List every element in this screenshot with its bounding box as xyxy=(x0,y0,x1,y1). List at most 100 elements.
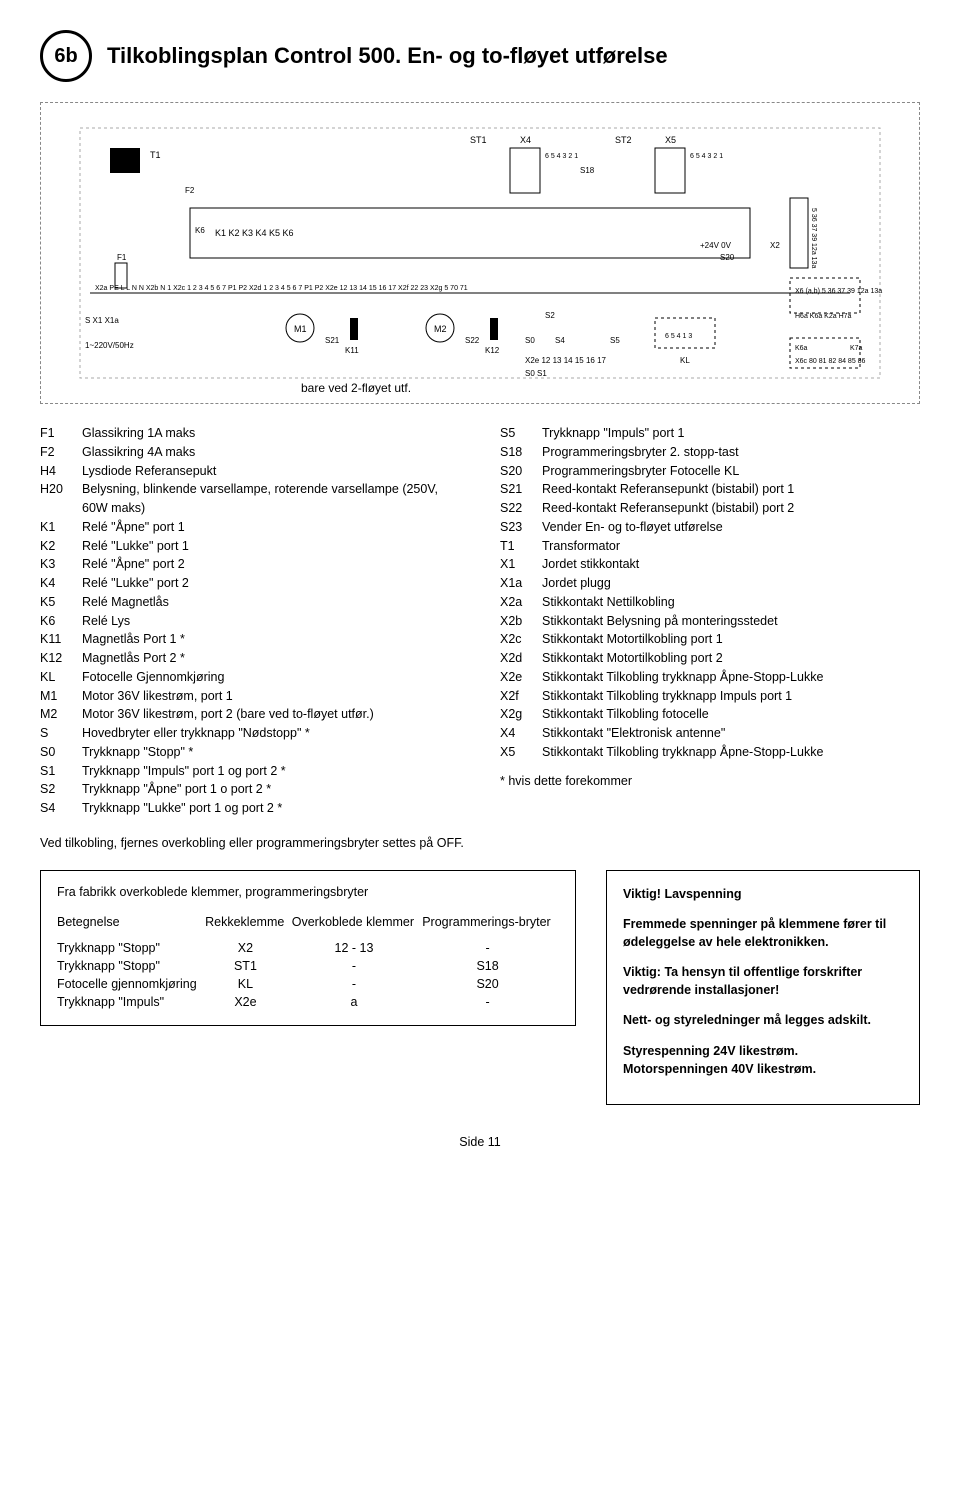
legend-value: Trykknapp "Impuls" port 1 og port 2 * xyxy=(82,762,286,781)
legend-key: X2g xyxy=(500,705,542,724)
legend-row: X2cStikkontakt Motortilkobling port 1 xyxy=(500,630,920,649)
legend-row: H20Belysning, blinkende varsellampe, rot… xyxy=(40,480,460,518)
legend-row: KLFotocelle Gjennomkjøring xyxy=(40,668,460,687)
svg-text:S4: S4 xyxy=(555,336,565,345)
svg-text:K1 K2 K3 K4 K5 K6: K1 K2 K3 K4 K5 K6 xyxy=(215,228,294,238)
svg-text:S5: S5 xyxy=(610,336,620,345)
legend-key: S21 xyxy=(500,480,542,499)
legend-key: X1a xyxy=(500,574,542,593)
legend-key: X4 xyxy=(500,724,542,743)
legend-key: S4 xyxy=(40,799,82,818)
legend-row: K6Relé Lys xyxy=(40,612,460,631)
legend-value: Trykknapp "Åpne" port 1 o port 2 * xyxy=(82,780,271,799)
svg-text:X2a PE L L N N X2b N 1 X2c 1 2: X2a PE L L N N X2b N 1 X2c 1 2 3 4 5 6 7… xyxy=(95,285,468,292)
table-row: Trykknapp "Stopp"X212 - 13- xyxy=(57,939,559,957)
legend-value: Hovedbryter eller trykknapp "Nødstopp" * xyxy=(82,724,310,743)
legend-row: X2eStikkontakt Tilkobling trykknapp Åpne… xyxy=(500,668,920,687)
legend-value: Reed-kontakt Referansepunkt (bistabil) p… xyxy=(542,499,794,518)
legend-key: F1 xyxy=(40,424,82,443)
legend-row: X2aStikkontakt Nettilkobling xyxy=(500,593,920,612)
legend-key: F2 xyxy=(40,443,82,462)
svg-text:F1: F1 xyxy=(117,253,127,262)
legend-row: M2Motor 36V likestrøm, port 2 (bare ved … xyxy=(40,705,460,724)
svg-text:S18: S18 xyxy=(580,166,595,175)
table-cell: - xyxy=(292,957,422,975)
legend-row: S5Trykknapp "Impuls" port 1 xyxy=(500,424,920,443)
svg-text:K12: K12 xyxy=(485,346,500,355)
legend-value: Relé Magnetlås xyxy=(82,593,169,612)
legend-value: Programmeringsbryter 2. stopp-tast xyxy=(542,443,739,462)
legend-value: Jordet stikkontakt xyxy=(542,555,639,574)
legend-value: Magnetlås Port 1 * xyxy=(82,630,185,649)
legend-key: X2e xyxy=(500,668,542,687)
legend-star-note: * hvis dette forekommer xyxy=(500,772,920,791)
legend-row: X2bStikkontakt Belysning på monteringsst… xyxy=(500,612,920,631)
legend-row: S2Trykknapp "Åpne" port 1 o port 2 * xyxy=(40,780,460,799)
legend-key: K1 xyxy=(40,518,82,537)
legend-value: Vender En- og to-fløyet utførelse xyxy=(542,518,723,537)
legend-row: S4Trykknapp "Lukke" port 1 og port 2 * xyxy=(40,799,460,818)
legend-value: Magnetlås Port 2 * xyxy=(82,649,185,668)
table-cell: - xyxy=(422,993,559,1011)
svg-text:S0 S1: S0 S1 xyxy=(525,369,547,378)
table-cell: S18 xyxy=(422,957,559,975)
legend-value: Relé "Åpne" port 1 xyxy=(82,518,185,537)
legend-row: K1Relé "Åpne" port 1 xyxy=(40,518,460,537)
legend-key: S23 xyxy=(500,518,542,537)
terminals-table: Betegnelse Rekkeklemme Overkoblede klemm… xyxy=(57,911,559,1011)
infobox-p4: Styrespenning 24V likestrøm. Motorspenni… xyxy=(623,1044,816,1076)
svg-text:X2e 12 13 14 15 16 17: X2e 12 13 14 15 16 17 xyxy=(525,356,607,365)
table-row: Fotocelle gjennomkjøringKL-S20 xyxy=(57,975,559,993)
legend-value: Relé "Lukke" port 2 xyxy=(82,574,189,593)
legend-row: F2Glassikring 4A maks xyxy=(40,443,460,462)
legend-value: Stikkontakt Tilkobling trykknapp Åpne-St… xyxy=(542,668,823,687)
svg-text:X6c 80 81 82 84 85 86: X6c 80 81 82 84 85 86 xyxy=(795,358,866,365)
legend-value: Stikkontakt Motortilkobling port 2 xyxy=(542,649,723,668)
legend-row: K2Relé "Lukke" port 1 xyxy=(40,537,460,556)
svg-text:S0: S0 xyxy=(525,336,535,345)
legend-value: Trykknapp "Impuls" port 1 xyxy=(542,424,685,443)
legend-row: X1aJordet plugg xyxy=(500,574,920,593)
legend-row: F1Glassikring 1A maks xyxy=(40,424,460,443)
legend-row: K3Relé "Åpne" port 2 xyxy=(40,555,460,574)
legend-row: X4Stikkontakt "Elektronisk antenne" xyxy=(500,724,920,743)
legend-key: K2 xyxy=(40,537,82,556)
legend-key: X2d xyxy=(500,649,542,668)
svg-text:S21: S21 xyxy=(325,336,340,345)
table-cell: Trykknapp "Stopp" xyxy=(57,939,205,957)
legend-value: Stikkontakt Tilkobling trykknapp Impuls … xyxy=(542,687,792,706)
legend-value: Motor 36V likestrøm, port 2 (bare ved to… xyxy=(82,705,374,724)
svg-text:X6 (a,b) 5 36 37 39 12a 13a: X6 (a,b) 5 36 37 39 12a 13a xyxy=(795,288,882,295)
legend-row: X2dStikkontakt Motortilkobling port 2 xyxy=(500,649,920,668)
svg-text:M1: M1 xyxy=(294,324,307,334)
legend-key: S5 xyxy=(500,424,542,443)
legend-value: Relé "Åpne" port 2 xyxy=(82,555,185,574)
infobox-p3: Nett- og styreledninger må legges adskil… xyxy=(623,1013,871,1027)
legend-row: K11Magnetlås Port 1 * xyxy=(40,630,460,649)
legend-key: X2f xyxy=(500,687,542,706)
legend-value: Trykknapp "Stopp" * xyxy=(82,743,193,762)
legend: F1Glassikring 1A maksF2Glassikring 4A ma… xyxy=(40,424,920,818)
legend-row: X1Jordet stikkontakt xyxy=(500,555,920,574)
table-cell: Trykknapp "Stopp" xyxy=(57,957,205,975)
legend-row: K12Magnetlås Port 2 * xyxy=(40,649,460,668)
infobox-p1: Fremmede spenninger på klemmene fører ti… xyxy=(623,917,886,949)
legend-row: X2fStikkontakt Tilkobling trykknapp Impu… xyxy=(500,687,920,706)
svg-text:S2: S2 xyxy=(545,311,555,320)
legend-key: K6 xyxy=(40,612,82,631)
legend-left: F1Glassikring 1A maksF2Glassikring 4A ma… xyxy=(40,424,460,818)
note-line: Ved tilkobling, fjernes overkobling elle… xyxy=(40,836,920,850)
legend-row: T1Transformator xyxy=(500,537,920,556)
legend-key: H4 xyxy=(40,462,82,481)
legend-row: S18Programmeringsbryter 2. stopp-tast xyxy=(500,443,920,462)
legend-row: M1Motor 36V likestrøm, port 1 xyxy=(40,687,460,706)
diagram-caption: bare ved 2-fløyet utf. xyxy=(301,381,411,395)
svg-text:X5: X5 xyxy=(665,135,676,145)
svg-text:6 5 4 3 2 1: 6 5 4 3 2 1 xyxy=(545,153,578,160)
table-cell: a xyxy=(292,993,422,1011)
wiring-diagram-svg: K1 K2 K3 K4 K5 K6 T1 ST1 X4 ST2 X5 6 5 4… xyxy=(70,118,890,388)
legend-row: S0Trykknapp "Stopp" * xyxy=(40,743,460,762)
legend-key: KL xyxy=(40,668,82,687)
legend-row: K5Relé Magnetlås xyxy=(40,593,460,612)
legend-value: Relé "Lukke" port 1 xyxy=(82,537,189,556)
